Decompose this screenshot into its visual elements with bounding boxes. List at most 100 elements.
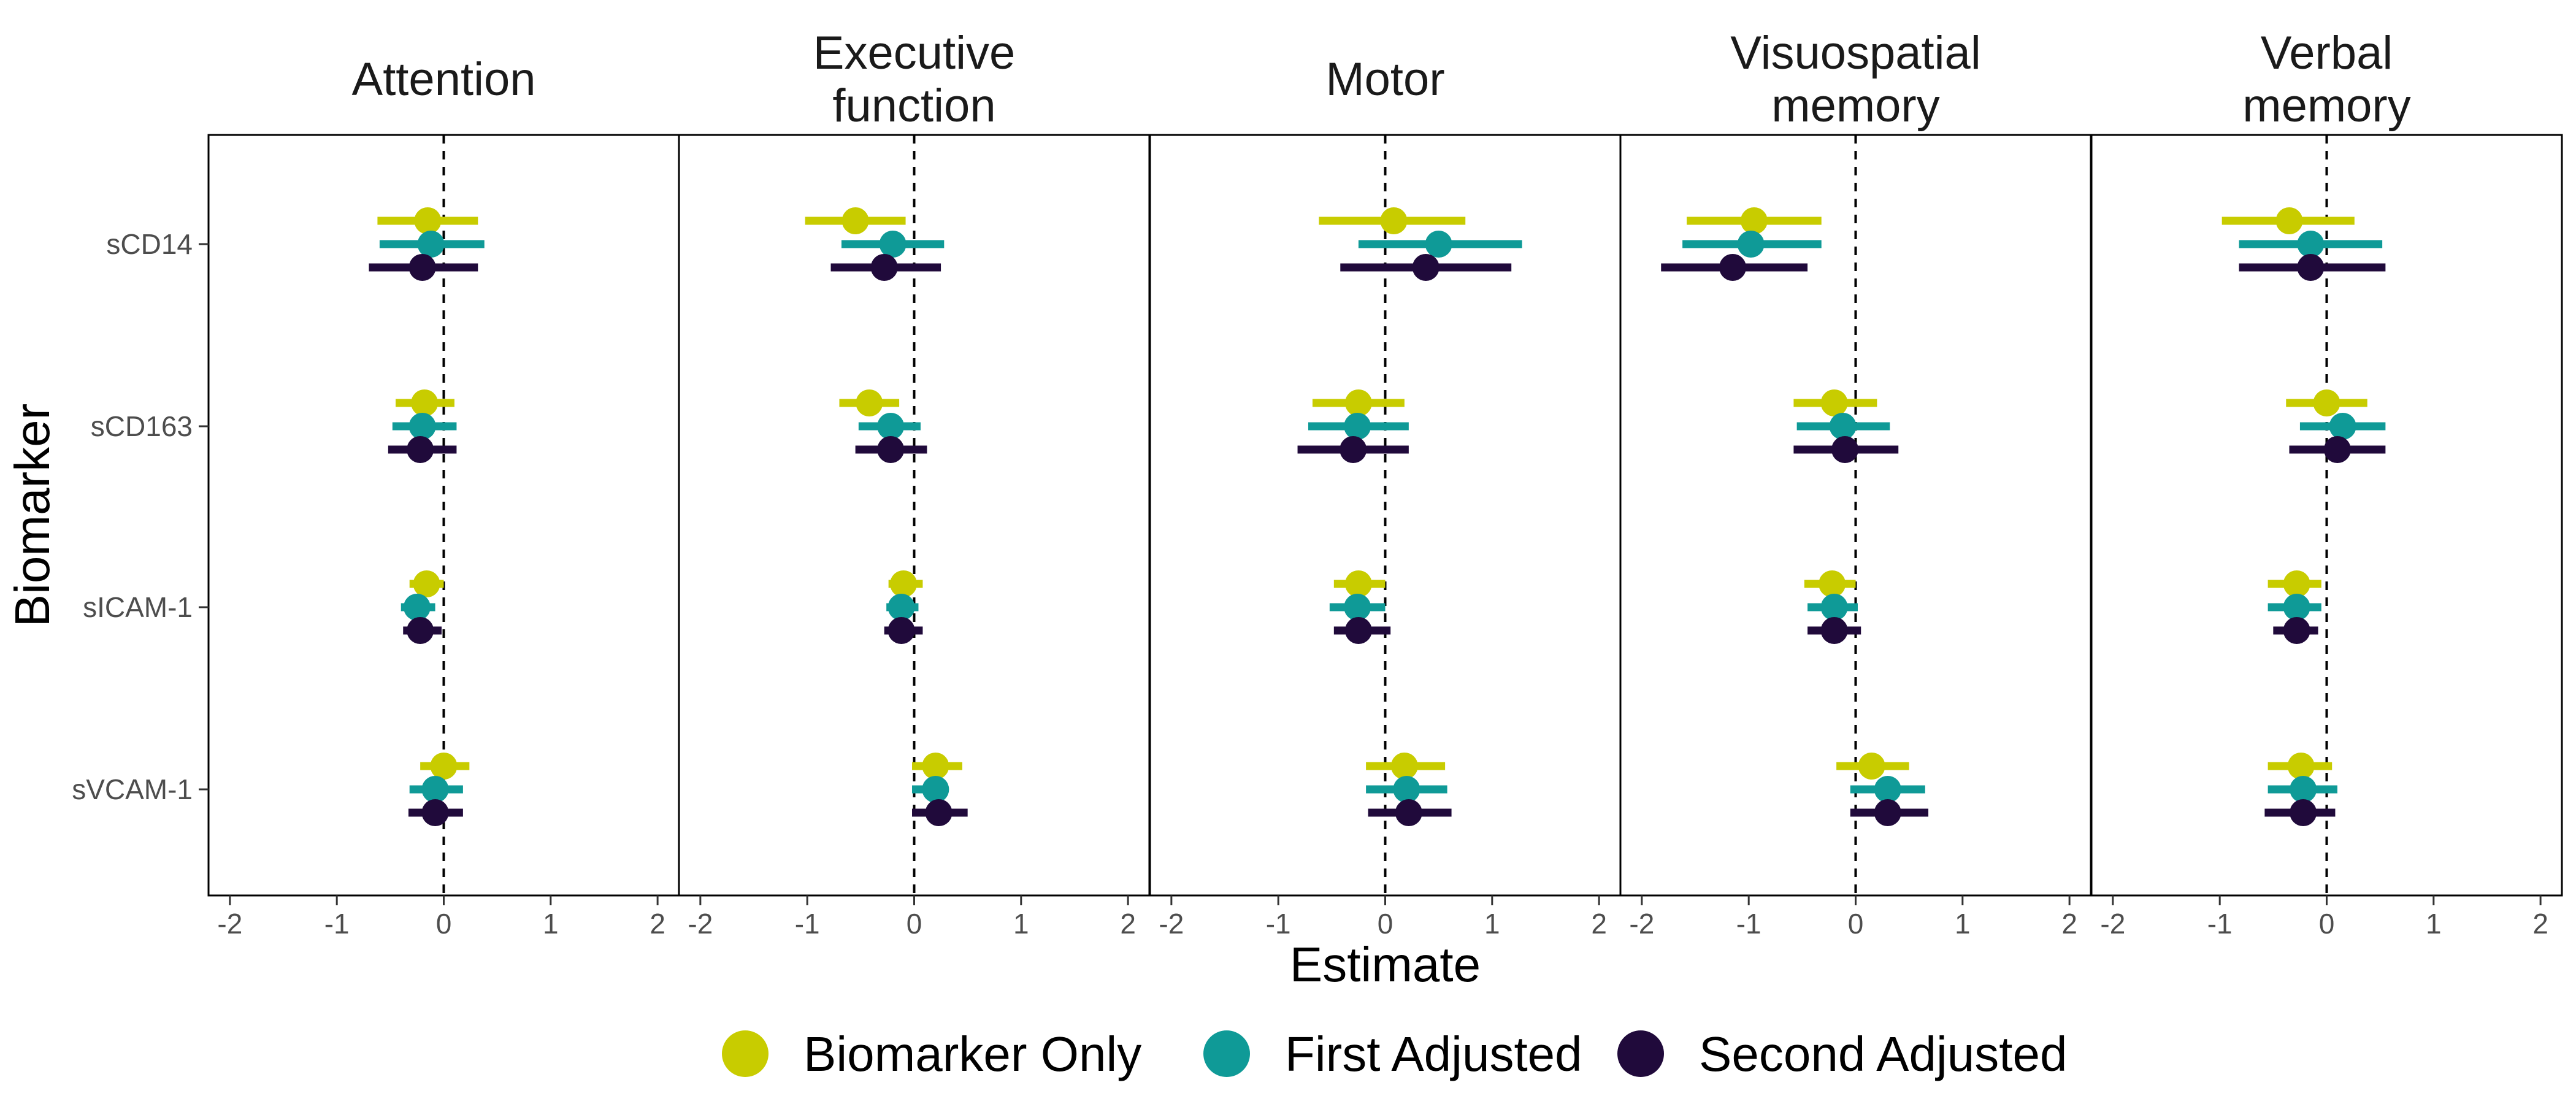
point-estimate <box>1390 753 1418 780</box>
point-estimate <box>856 389 883 416</box>
point-estimate <box>877 436 905 463</box>
x-tick-label: 0 <box>1378 908 1393 940</box>
point-estimate <box>1874 799 1901 826</box>
x-tick-label: 2 <box>1120 908 1136 940</box>
x-tick-label: 1 <box>543 908 559 940</box>
point-estimate <box>1425 231 1452 258</box>
point-estimate <box>2287 753 2315 780</box>
x-tick-label: 2 <box>2532 908 2548 940</box>
point-estimate <box>2290 776 2317 803</box>
x-tick-label: -1 <box>2207 908 2233 940</box>
point-estimate <box>1344 594 1371 621</box>
y-axis-title: Biomarker <box>5 404 59 627</box>
point-estimate <box>922 776 949 803</box>
point-estimate <box>1395 799 1422 826</box>
point-estimate <box>2275 207 2303 234</box>
y-tick-label: sVCAM-1 <box>72 773 193 805</box>
legend-swatch <box>1203 1030 1250 1077</box>
point-estimate <box>887 594 915 621</box>
point-estimate <box>1719 254 1747 281</box>
point-estimate <box>887 617 915 644</box>
point-estimate <box>421 776 449 803</box>
point-estimate <box>417 231 445 258</box>
panel-title: Verbal <box>2261 27 2393 79</box>
x-tick-label: 1 <box>2426 908 2442 940</box>
x-tick-label: -2 <box>1629 908 1654 940</box>
point-estimate <box>890 570 918 597</box>
x-tick-label: 1 <box>1955 908 1971 940</box>
point-estimate <box>403 594 431 621</box>
point-estimate <box>1858 753 1885 780</box>
x-tick-label: 0 <box>1848 908 1864 940</box>
x-tick-label: 0 <box>907 908 922 940</box>
legend-label: First Adjusted <box>1285 1027 1582 1081</box>
point-estimate <box>430 753 458 780</box>
point-estimate <box>2323 436 2351 463</box>
y-tick-label: sCD14 <box>106 228 193 260</box>
point-estimate <box>2297 254 2325 281</box>
panel-title: Attention <box>352 53 536 105</box>
point-estimate <box>1344 389 1372 416</box>
legend-label: Biomarker Only <box>803 1027 1141 1081</box>
x-tick-label: 2 <box>650 908 665 940</box>
point-estimate <box>870 254 898 281</box>
x-tick-label: -2 <box>217 908 242 940</box>
point-estimate <box>407 436 434 463</box>
point-estimate <box>1820 594 1848 621</box>
point-estimate <box>407 617 434 644</box>
panel-title: memory <box>2242 80 2410 132</box>
point-estimate <box>2329 413 2356 440</box>
x-tick-label: -2 <box>1159 908 1184 940</box>
point-estimate <box>2283 617 2310 644</box>
point-estimate <box>1820 617 1848 644</box>
x-tick-label: -1 <box>795 908 820 940</box>
point-estimate <box>925 799 953 826</box>
point-estimate <box>1344 617 1372 644</box>
point-estimate <box>1737 231 1765 258</box>
point-estimate <box>413 570 440 597</box>
y-tick-label: sCD163 <box>91 410 193 442</box>
panel-title: memory <box>1771 80 1939 132</box>
x-tick-label: 2 <box>2061 908 2077 940</box>
point-estimate <box>877 413 905 440</box>
point-estimate <box>408 413 436 440</box>
legend-label: Second Adjusted <box>1699 1027 2067 1081</box>
panel-title: Executive <box>813 27 1016 79</box>
panel-title: function <box>832 80 995 132</box>
legend-swatch <box>722 1030 769 1077</box>
point-estimate <box>1740 207 1768 234</box>
point-estimate <box>1819 570 1846 597</box>
point-estimate <box>1393 776 1420 803</box>
point-estimate <box>1380 207 1408 234</box>
x-tick-label: 1 <box>1013 908 1029 940</box>
x-tick-label: 2 <box>1591 908 1607 940</box>
point-estimate <box>922 753 949 780</box>
y-tick-label: sICAM-1 <box>83 591 193 623</box>
point-estimate <box>1874 776 1901 803</box>
point-estimate <box>1340 436 1367 463</box>
point-estimate <box>2313 389 2340 416</box>
point-estimate <box>408 254 436 281</box>
x-tick-label: 0 <box>2319 908 2335 940</box>
point-estimate <box>2283 594 2310 621</box>
point-estimate <box>2290 799 2317 826</box>
x-tick-label: 1 <box>1484 908 1500 940</box>
point-estimate <box>2297 231 2325 258</box>
x-tick-label: -2 <box>2100 908 2125 940</box>
point-estimate <box>414 207 442 234</box>
x-tick-label: -1 <box>324 908 350 940</box>
point-estimate <box>2283 570 2310 597</box>
point-estimate <box>1412 254 1439 281</box>
x-axis-title: Estimate <box>1290 937 1481 992</box>
point-estimate <box>411 389 439 416</box>
point-estimate <box>1831 436 1859 463</box>
x-tick-label: -1 <box>1266 908 1291 940</box>
point-estimate <box>421 799 449 826</box>
point-estimate <box>841 207 869 234</box>
point-estimate <box>1344 413 1371 440</box>
legend-swatch <box>1617 1030 1664 1077</box>
x-tick-label: -1 <box>1736 908 1761 940</box>
x-tick-label: -2 <box>688 908 713 940</box>
x-tick-label: 0 <box>436 908 452 940</box>
